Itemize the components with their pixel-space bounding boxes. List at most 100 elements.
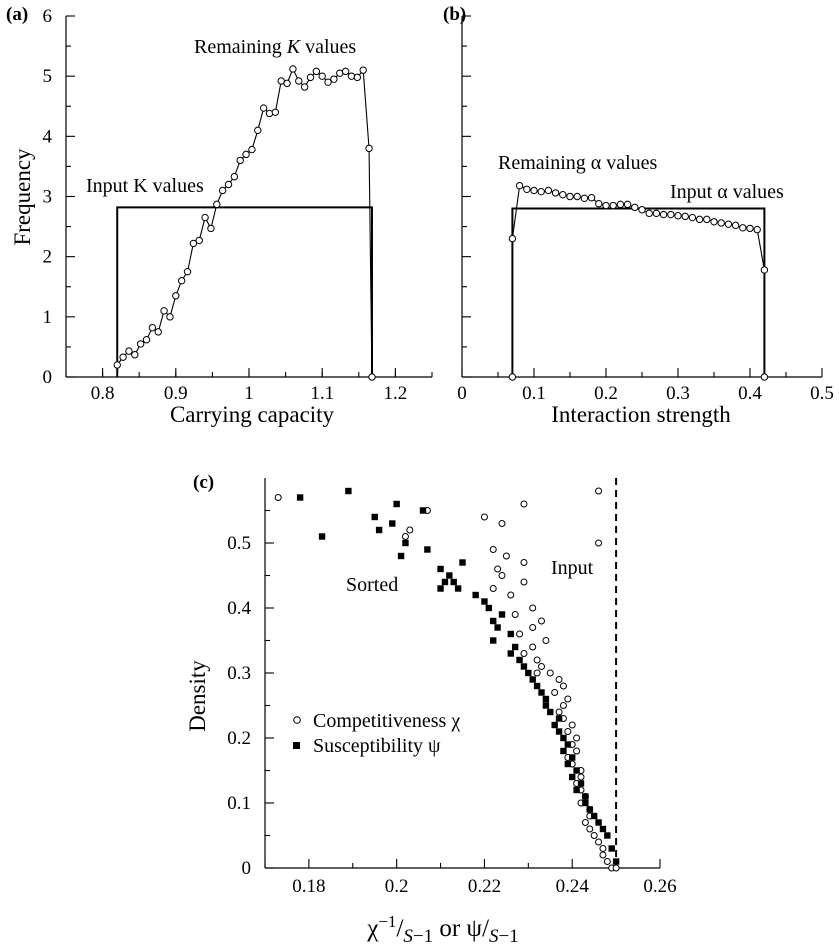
remaining-alpha-point [710, 218, 718, 226]
remaining-alpha-point [739, 224, 747, 232]
remaining-alpha-point [566, 192, 574, 201]
susceptibility-point [564, 741, 572, 748]
competitiveness-point [538, 617, 545, 625]
remaining-k-point [207, 224, 215, 233]
remaining-k-point [265, 109, 274, 118]
susceptibility-point [507, 650, 514, 657]
panel-c-axes [264, 478, 661, 869]
panel-a-x-tick-label: 1.2 [384, 383, 408, 404]
panel-c-y-tick-label: 0 [242, 858, 252, 879]
legend-marker-open-circle [293, 716, 301, 724]
susceptibility-point [555, 715, 563, 722]
competitiveness-point [577, 773, 585, 781]
competitiveness-point [516, 630, 524, 638]
competitiveness-point [542, 637, 550, 644]
remaining-k-point [365, 144, 373, 153]
remaining-alpha-point [523, 185, 531, 193]
competitiveness-point [529, 604, 537, 612]
remaining-alpha-point [602, 201, 610, 210]
remaining-k-point [259, 104, 268, 112]
susceptibility-point [437, 585, 444, 592]
competitiveness-point [533, 669, 541, 677]
remaining-alpha-point [688, 213, 697, 222]
remaining-k-point [236, 156, 244, 165]
remaining-alpha-point [659, 210, 668, 219]
remaining-alpha-point [595, 200, 603, 208]
remaining-k-point [295, 77, 303, 85]
panel-b-x-tick-label: 0.2 [594, 383, 618, 404]
susceptibility-point [573, 786, 580, 794]
panel-c-x-tick-label: 0.18 [292, 876, 325, 897]
competitiveness-point [581, 819, 589, 826]
remaining-alpha-point [573, 192, 581, 201]
remaining-k-point [230, 172, 239, 181]
remaining-alpha-point [616, 200, 625, 209]
legend-marker-filled-square [293, 742, 300, 749]
panel-a-tick-labels: 0.8 0.9 1 1.1 1.2 0 1 2 3 4 5 6 [43, 6, 408, 404]
panel-b-annotation-remaining: Remaining α values [498, 152, 658, 174]
susceptibility-point [533, 682, 541, 690]
competitiveness-point [586, 825, 594, 833]
susceptibility-point [595, 819, 602, 826]
competitiveness-point [520, 500, 528, 508]
susceptibility-point [525, 669, 532, 677]
remaining-alpha-point [674, 212, 682, 220]
panel-c-y-tick-label: 0.4 [227, 598, 251, 619]
competitiveness-point [480, 513, 488, 521]
panel-c-legend: Competitiveness χ Susceptibility ψ [293, 710, 460, 757]
remaining-alpha-point [695, 215, 704, 224]
panel-c-letter: (c) [193, 472, 214, 493]
remaining-k-point [183, 268, 192, 276]
panel-b-series [508, 181, 769, 381]
competitiveness-point [603, 858, 611, 865]
remaining-k-point [306, 73, 315, 82]
panel-c-series [274, 478, 620, 872]
competitiveness-point [511, 611, 519, 618]
panel-a-xlabel: Carrying capacity [170, 402, 335, 427]
susceptibility-point [481, 598, 488, 605]
competitiveness-point [555, 676, 563, 683]
legend-label-competitiveness: Competitiveness χ [313, 710, 460, 732]
panel-a-x-tick-label: 1.1 [310, 383, 334, 404]
panel-c-y-tick-label: 0.3 [227, 663, 251, 684]
panel-a-annotation-input: Input K values [86, 175, 204, 197]
competitiveness-point [573, 747, 581, 755]
susceptibility-point [393, 500, 400, 508]
remaining-alpha-point [724, 220, 733, 228]
panel-a-y-tick-label: 0 [43, 367, 53, 388]
remaining-alpha-point [544, 186, 553, 195]
remaining-k-point [242, 150, 250, 159]
competitiveness-point [595, 539, 603, 547]
panel-c-y-tick-label: 0.1 [227, 793, 251, 814]
remaining-k-point [189, 239, 198, 248]
susceptibility-point [419, 507, 427, 514]
susceptibility-point [516, 656, 523, 664]
susceptibility-point [551, 721, 558, 729]
remaining-k-point [224, 180, 233, 189]
remaining-k-point [218, 186, 227, 195]
competitiveness-point [498, 520, 506, 527]
panel-a-x-tick-label: 0.9 [164, 383, 188, 404]
remaining-k-point [330, 75, 338, 83]
susceptibility-point [490, 617, 497, 625]
competitiveness-point [595, 838, 603, 846]
susceptibility-point [296, 494, 304, 501]
susceptibility-point [485, 604, 493, 612]
susceptibility-point [608, 845, 615, 852]
remaining-alpha-point [753, 225, 761, 234]
susceptibility-point [424, 546, 431, 553]
competitiveness-point [546, 669, 554, 677]
competitiveness-point [559, 682, 567, 690]
panel-c-xlabel: χ−1/S−1 or ψ/S−1 [366, 912, 519, 946]
susceptibility-point [529, 676, 536, 683]
susceptibility-point [402, 539, 409, 547]
remaining-k-point [142, 335, 151, 344]
susceptibility-point [450, 578, 457, 586]
remaining-alpha-point [717, 219, 725, 227]
competitiveness-point [401, 533, 409, 540]
remaining-k-point [312, 67, 321, 76]
remaining-alpha-point [703, 215, 711, 224]
remaining-alpha-point [537, 187, 545, 196]
remaining-alpha-point [638, 206, 646, 214]
susceptibility-point [604, 832, 611, 839]
